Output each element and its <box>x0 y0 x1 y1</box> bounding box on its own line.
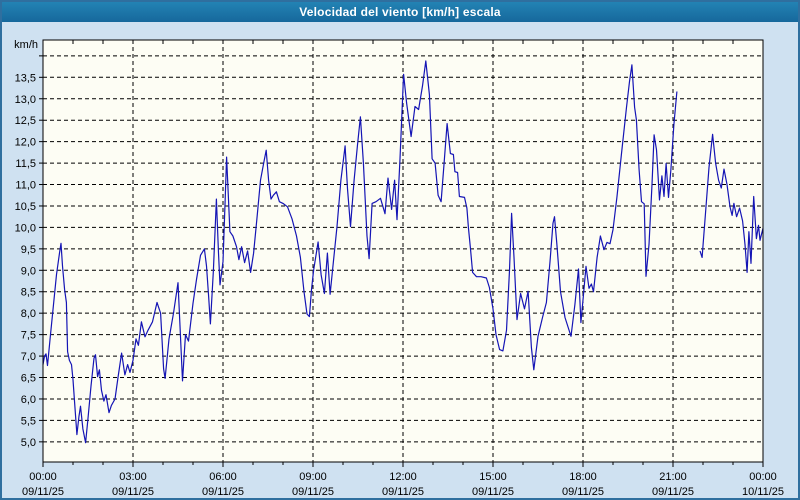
x-tick-date-label: 09/11/25 <box>652 486 694 498</box>
y-tick-label: 9,5 <box>21 244 36 256</box>
y-tick-label: 10,5 <box>15 201 36 213</box>
y-tick-label: 5,5 <box>21 415 36 427</box>
y-tick-label: 9,0 <box>21 265 36 277</box>
y-tick-label: 8,0 <box>21 308 36 320</box>
y-tick-label: 7,0 <box>21 351 36 363</box>
x-tick-time-label: 15:00 <box>479 471 507 483</box>
x-tick-date-label: 09/11/25 <box>22 486 64 498</box>
y-tick-label: 13,5 <box>15 72 36 84</box>
y-tick-label: 13,0 <box>15 94 36 106</box>
x-tick-time-label: 18:00 <box>569 471 597 483</box>
x-tick-time-label: 06:00 <box>209 471 237 483</box>
x-tick-time-label: 21:00 <box>659 471 687 483</box>
y-tick-label: 12,5 <box>15 115 36 127</box>
y-tick-label: 12,0 <box>15 137 36 149</box>
x-tick-time-label: 12:00 <box>389 471 417 483</box>
y-tick-label: 7,5 <box>21 330 36 342</box>
x-tick-time-label: 00:00 <box>29 471 57 483</box>
y-tick-label: 11,0 <box>15 180 36 192</box>
x-tick-time-label: 03:00 <box>119 471 147 483</box>
x-tick-date-label: 09/11/25 <box>472 486 514 498</box>
y-tick-label: 11,5 <box>15 158 36 170</box>
y-tick-label: 8,5 <box>21 287 36 299</box>
y-tick-label: 10,0 <box>15 222 36 234</box>
x-tick-time-label: 09:00 <box>299 471 327 483</box>
x-tick-date-label: 09/11/25 <box>112 486 154 498</box>
x-tick-date-label: 09/11/25 <box>202 486 244 498</box>
y-axis-unit-label: km/h <box>14 39 38 51</box>
x-tick-time-label: 00:00 <box>749 471 777 483</box>
x-tick-date-label: 09/11/25 <box>292 486 334 498</box>
x-tick-date-label: 09/11/25 <box>562 486 604 498</box>
x-tick-date-label: 09/11/25 <box>382 486 424 498</box>
y-tick-label: 6,0 <box>21 394 36 406</box>
chart-canvas-area: 13,5 13,0 12,5 12,0 11,5 11,0 10,5 10,0 9,5 9,0 8,… <box>2 22 798 498</box>
y-tick-label: 5,0 <box>21 437 36 449</box>
x-tick-date-label: 10/11/25 <box>742 486 784 498</box>
chart-title-bar: Velocidad del viento [km/h] escala <box>2 2 798 22</box>
wind-speed-line <box>42 60 678 444</box>
y-tick-label: 6,5 <box>21 373 36 385</box>
wind-speed-line <box>699 133 764 273</box>
wind-speed-chart: 13,5 13,0 12,5 12,0 11,5 11,0 10,5 10,0 9,5 9,0 8,… <box>14 39 784 498</box>
chart-title: Velocidad del viento [km/h] escala <box>299 5 501 19</box>
